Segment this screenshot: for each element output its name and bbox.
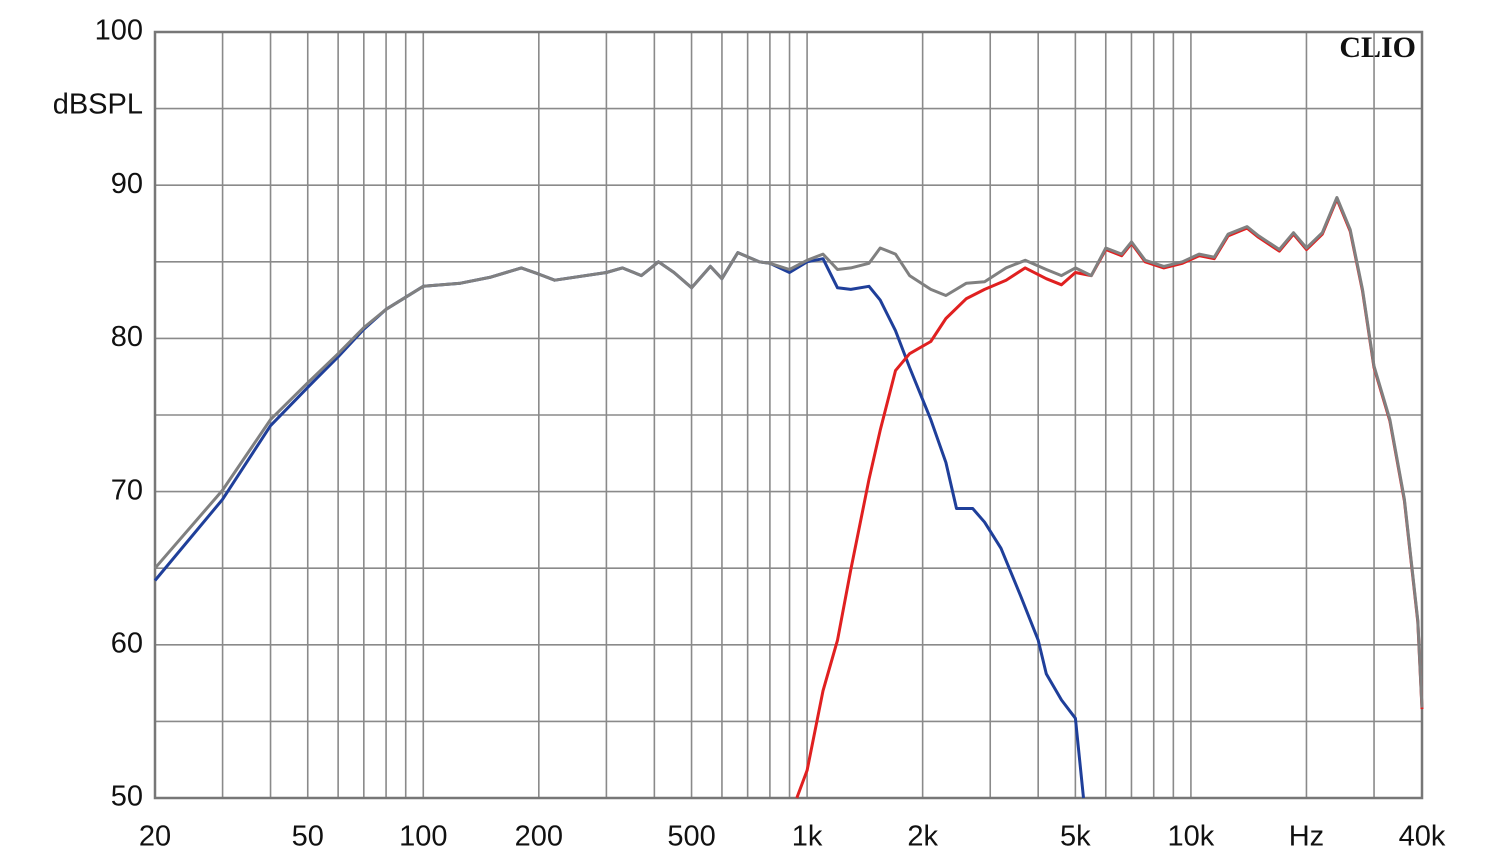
y-tick-label: 100 [95, 15, 143, 47]
y-tick-label: 90 [111, 168, 143, 200]
x-tick-label: 2k [907, 821, 938, 853]
series-line [153, 251, 1085, 799]
x-tick-label: Hz [1289, 821, 1324, 853]
series-line [795, 197, 1424, 799]
x-tick-label: 5k [1060, 821, 1091, 853]
x-tick-label: 40k [1399, 821, 1446, 853]
series-line [153, 196, 1424, 708]
y-tick-label: 80 [111, 321, 143, 353]
y-tick-label: 60 [111, 627, 143, 659]
plot-frame [153, 30, 1424, 800]
x-tick-label: 100 [399, 821, 447, 853]
x-tick-label: 10k [1168, 821, 1215, 853]
y-axis-label: dBSPL [53, 89, 143, 121]
y-tick-label: 50 [111, 781, 143, 813]
y-tick-label: 70 [111, 474, 143, 506]
x-tick-label: 50 [292, 821, 324, 853]
annotation: CLIO [1339, 31, 1416, 64]
x-tick-label: 500 [667, 821, 715, 853]
x-tick-label: 1k [792, 821, 823, 853]
x-tick-label: 20 [139, 821, 171, 853]
x-tick-label: 200 [515, 821, 563, 853]
